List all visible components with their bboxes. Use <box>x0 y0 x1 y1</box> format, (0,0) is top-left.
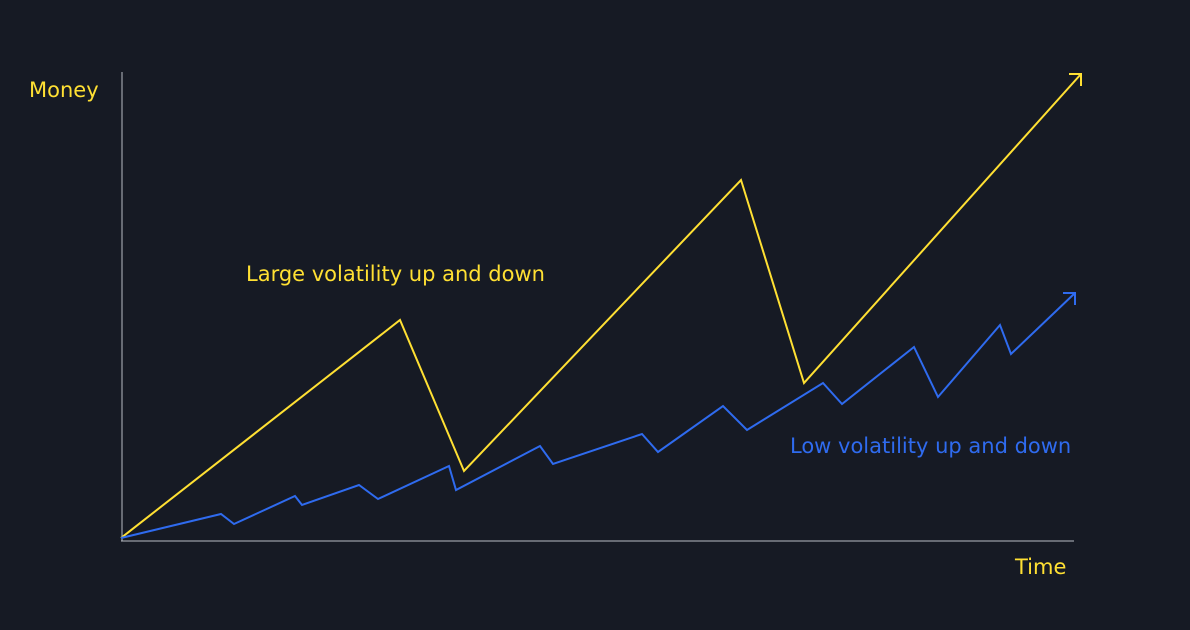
large-volatility-line <box>120 73 1082 539</box>
x-axis-label: Time <box>1015 555 1067 579</box>
large-volatility-annotation: Large volatility up and down <box>246 262 545 286</box>
arrow-head-icon <box>1063 292 1076 305</box>
low-volatility-annotation: Low volatility up and down <box>790 434 1072 458</box>
arrow-head-icon <box>1069 73 1082 86</box>
low-volatility-line <box>120 292 1076 539</box>
y-axis-label: Money <box>29 78 99 102</box>
